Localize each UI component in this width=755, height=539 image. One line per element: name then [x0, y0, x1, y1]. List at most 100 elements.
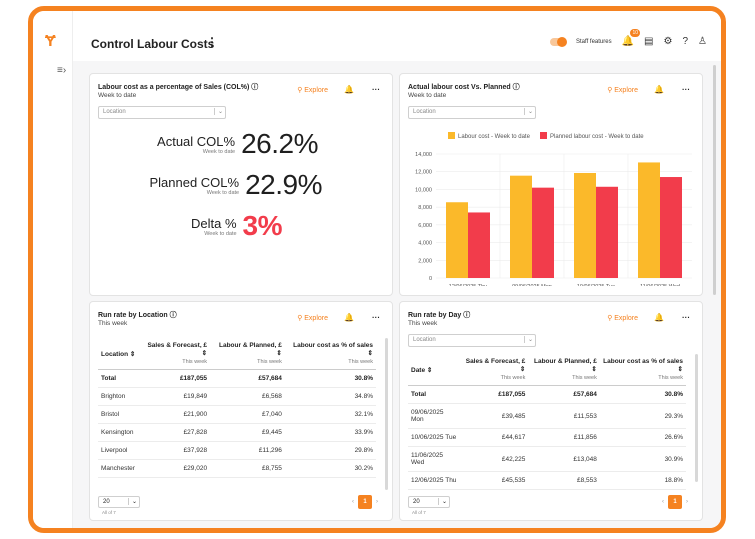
- x-tick-label: 09/06/2025 Mon: [512, 284, 552, 286]
- table-cell: £7,040: [210, 405, 285, 424]
- table-row: 12/06/2025 Thu £45,535 £8,553 18.8%: [408, 471, 686, 490]
- chevron-down-icon: ⌄: [213, 108, 223, 115]
- table-scrollbar[interactable]: [695, 354, 698, 482]
- table-header-row: Date ⇕ Sales & Forecast, £ ⇕ This week La…: [408, 354, 686, 386]
- info-icon[interactable]: ⓘ: [169, 312, 177, 319]
- kpi-value: 3%: [242, 210, 283, 241]
- column-header-sales[interactable]: Sales & Forecast, £ ⇕ This week: [459, 354, 529, 386]
- next-page-button[interactable]: ›: [376, 499, 378, 505]
- card-title: Run rate by Location ⓘ: [98, 312, 177, 319]
- kpi-delta: Delta % Week to date 3%: [191, 210, 283, 242]
- kpi-label: Actual COL%: [157, 133, 236, 149]
- document-icon[interactable]: ▤: [644, 36, 654, 47]
- table-cell: £37,928: [138, 441, 211, 460]
- explore-button[interactable]: ⚲ Explore: [297, 315, 328, 322]
- column-header-date[interactable]: Date ⇕: [408, 354, 460, 386]
- notification-badge: 10: [630, 29, 641, 37]
- expand-menu-icon[interactable]: ≡›: [57, 65, 67, 76]
- table-cell: £57,684: [210, 369, 285, 388]
- table-cell: 29.3%: [599, 403, 686, 429]
- current-page-button[interactable]: 1: [358, 495, 372, 509]
- page-menu-button[interactable]: ⋮: [206, 35, 218, 49]
- y-tick-label: 4,000: [418, 241, 432, 247]
- bell-icon[interactable]: 🔔: [654, 313, 664, 322]
- bar: [638, 162, 660, 278]
- bar-chart: Labour cost - Week to date Planned labour…: [415, 132, 692, 286]
- column-header-sales[interactable]: Sales & Forecast, £ ⇕ This week: [138, 338, 211, 370]
- column-header-pct[interactable]: Labour cost as % of sales ⇕ This week: [599, 354, 686, 386]
- table-cell: £6,568: [210, 387, 285, 406]
- info-icon[interactable]: ⓘ: [463, 312, 471, 319]
- y-tick-label: 0: [429, 276, 432, 282]
- table-cell: 30.8%: [284, 369, 376, 388]
- bell-icon[interactable]: 🔔 10: [621, 29, 641, 47]
- explore-button[interactable]: ⚲ Explore: [607, 87, 638, 94]
- location-select[interactable]: Location ⌄: [408, 334, 536, 347]
- kpi-actual-col: Actual COL% Week to date 26.2%: [157, 128, 318, 160]
- pagination: ‹ 1 ›: [662, 495, 688, 509]
- table-cell: 30.2%: [284, 459, 376, 478]
- table-cell: £45,535: [459, 471, 529, 490]
- kpi-planned-col: Planned COL% Week to date 22.9%: [149, 169, 322, 201]
- info-icon[interactable]: ⓘ: [251, 84, 259, 91]
- run-rate-day-card: Run rate by Day ⓘ This week ⚲ Explore 🔔 …: [399, 301, 703, 521]
- logo-icon: Ɏ: [45, 33, 56, 50]
- run-rate-location-card: Run rate by Location ⓘ This week ⚲ Explo…: [89, 301, 393, 521]
- table-cell: 11/06/2025 Wed: [408, 446, 460, 472]
- top-bar: Control Labour Costs ⋮ Staff features 🔔 1…: [73, 11, 721, 61]
- prev-page-button[interactable]: ‹: [352, 499, 354, 505]
- table-cell: £9,445: [210, 423, 285, 442]
- user-icon[interactable]: ♙: [698, 36, 707, 47]
- toolbar-right: Staff features 🔔 10 ▤ ⚙ ? ♙: [550, 29, 707, 47]
- main-area: Control Labour Costs ⋮ Staff features 🔔 1…: [73, 11, 721, 528]
- table-cell: £21,900: [138, 405, 211, 424]
- column-header-labour[interactable]: Labour & Planned, £ ⇕ This week: [210, 338, 285, 370]
- explore-button[interactable]: ⚲ Explore: [607, 315, 638, 322]
- bell-icon[interactable]: 🔔: [344, 313, 354, 322]
- page-size-select[interactable]: 20 ⌄: [408, 496, 450, 508]
- prev-page-button[interactable]: ‹: [662, 499, 664, 505]
- current-page-button[interactable]: 1: [668, 495, 682, 509]
- table-row: Bristol £21,900 £7,040 32.1%: [98, 405, 376, 424]
- staff-features-toggle[interactable]: [550, 36, 568, 47]
- row-count: All of 7: [102, 510, 116, 515]
- bar: [510, 175, 532, 278]
- location-select[interactable]: Location ⌄: [98, 106, 226, 119]
- help-button[interactable]: ?: [682, 36, 689, 47]
- x-tick-label: 11/06/2025 Wed: [640, 284, 680, 286]
- info-icon[interactable]: ⓘ: [512, 84, 520, 91]
- card-subtitle: This week: [408, 320, 438, 327]
- column-header-location[interactable]: Location ⇕: [98, 338, 139, 370]
- table-row: 11/06/2025 Wed £42,225 £13,048 30.9%: [408, 446, 686, 472]
- gear-icon[interactable]: ⚙: [663, 36, 673, 47]
- explore-button[interactable]: ⚲ Explore: [297, 87, 328, 94]
- more-options-button[interactable]: ···: [372, 85, 380, 94]
- more-options-button[interactable]: ···: [682, 85, 690, 94]
- bar: [596, 186, 618, 278]
- page-scrollbar[interactable]: [713, 65, 716, 295]
- page-size-select[interactable]: 20 ⌄: [98, 496, 140, 508]
- next-page-button[interactable]: ›: [686, 499, 688, 505]
- table-cell: £19,849: [138, 387, 211, 406]
- table-cell: £8,553: [528, 471, 600, 490]
- more-options-button[interactable]: ···: [682, 313, 690, 322]
- table-cell: 18.8%: [599, 471, 686, 490]
- y-tick-label: 6,000: [418, 223, 432, 229]
- column-header-pct[interactable]: Labour cost as % of sales ⇕ This week: [284, 338, 376, 370]
- location-select[interactable]: Location ⌄: [408, 106, 536, 119]
- bell-icon[interactable]: 🔔: [344, 85, 354, 94]
- table-row: Total £187,055 £57,684 30.8%: [408, 385, 686, 404]
- table-cell: 32.1%: [284, 405, 376, 424]
- staff-features-label: Staff features: [576, 38, 612, 45]
- card-title: Run rate by Day ⓘ: [408, 312, 471, 319]
- table-cell: £11,553: [528, 403, 600, 429]
- table-cell: 12/06/2025 Thu: [408, 471, 460, 490]
- x-tick-label: 10/06/2025 Tue: [577, 284, 615, 286]
- bell-icon[interactable]: 🔔: [654, 85, 664, 94]
- more-options-button[interactable]: ···: [372, 313, 380, 322]
- kpi-sublabel: Week to date: [204, 230, 237, 237]
- table-cell: 10/06/2025 Tue: [408, 428, 460, 447]
- table-cell: £8,755: [210, 459, 285, 478]
- column-header-labour[interactable]: Labour & Planned, £ ⇕ This week: [528, 354, 600, 386]
- table-scrollbar[interactable]: [385, 338, 388, 490]
